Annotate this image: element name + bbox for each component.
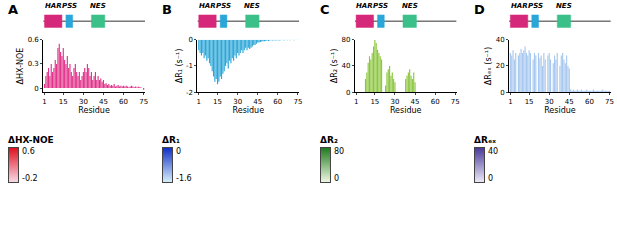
html-text:80: 80 <box>334 147 345 156</box>
svg-text:Residue: Residue <box>233 106 265 115</box>
svg-text:1: 1 <box>508 98 512 106</box>
svg-text:75: 75 <box>139 98 148 106</box>
html-text:ΔR₂: ΔR₂ <box>320 135 338 145</box>
svg-text:NES: NES <box>556 2 572 10</box>
svg-text:30: 30 <box>79 98 88 106</box>
svg-text:1: 1 <box>42 98 46 106</box>
svg-text:PSS: PSS <box>528 2 543 10</box>
svg-text:HAR: HAR <box>199 2 216 10</box>
html-text:ΔHX-NOE: ΔHX-NOE <box>8 135 54 145</box>
svg-text:45: 45 <box>253 98 262 106</box>
svg-text:ΔR₂ (s⁻¹): ΔR₂ (s⁻¹) <box>330 49 339 84</box>
svg-text:0: 0 <box>34 85 38 93</box>
svg-text:NES: NES <box>244 2 260 10</box>
svg-text:0: 0 <box>346 89 350 97</box>
html-text:0: 0 <box>334 174 340 183</box>
svg-text:NES: NES <box>402 2 418 10</box>
svg-text:75: 75 <box>605 98 614 106</box>
svg-text:A: A <box>8 2 18 17</box>
svg-text:Residue: Residue <box>78 106 110 115</box>
svg-text:75: 75 <box>451 98 460 106</box>
svg-text:20: 20 <box>496 62 505 70</box>
svg-text:45: 45 <box>411 98 420 106</box>
svg-text:NES: NES <box>90 2 106 10</box>
svg-text:HAR: HAR <box>511 2 528 10</box>
html-text:0: 0 <box>176 147 182 156</box>
svg-text:15: 15 <box>213 98 222 106</box>
svg-text:40: 40 <box>496 36 505 44</box>
html-text:ΔRₑₓ: ΔRₑₓ <box>474 135 496 145</box>
html-text:0: 0 <box>488 174 494 183</box>
svg-text:PSS: PSS <box>373 2 388 10</box>
svg-text:ΔRₑₓ (s⁻¹): ΔRₑₓ (s⁻¹) <box>484 47 493 85</box>
html-text:-1.6: -1.6 <box>176 174 192 183</box>
svg-text:0.3: 0.3 <box>28 60 39 68</box>
svg-text:30: 30 <box>391 98 400 106</box>
svg-text:PSS: PSS <box>62 2 77 10</box>
svg-text:60: 60 <box>119 98 128 106</box>
svg-text:C: C <box>320 2 330 17</box>
svg-text:45: 45 <box>565 98 574 106</box>
svg-text:60: 60 <box>585 98 594 106</box>
svg-text:HAR: HAR <box>45 2 62 10</box>
svg-text:PSS: PSS <box>216 2 231 10</box>
svg-text:60: 60 <box>431 98 440 106</box>
html-text:0.6: 0.6 <box>22 147 35 156</box>
svg-text:-1: -1 <box>186 62 193 70</box>
svg-text:1: 1 <box>354 98 358 106</box>
svg-text:D: D <box>474 2 485 17</box>
svg-text:-2: -2 <box>186 89 193 97</box>
svg-text:75: 75 <box>293 98 302 106</box>
svg-text:15: 15 <box>59 98 68 106</box>
svg-text:ΔR₁ (s⁻¹): ΔR₁ (s⁻¹) <box>175 49 184 84</box>
svg-text:1: 1 <box>197 98 201 106</box>
svg-text:0: 0 <box>189 36 193 44</box>
svg-text:B: B <box>162 2 172 17</box>
svg-text:Residue: Residue <box>390 106 422 115</box>
html-text:40: 40 <box>488 147 499 156</box>
svg-text:30: 30 <box>545 98 554 106</box>
html-text:ΔR₁: ΔR₁ <box>162 135 180 145</box>
svg-text:45: 45 <box>99 98 108 106</box>
svg-text:15: 15 <box>370 98 379 106</box>
svg-text:ΔHX-NOE: ΔHX-NOE <box>16 48 25 85</box>
svg-text:Residue: Residue <box>544 106 576 115</box>
html-text:-0.2: -0.2 <box>22 174 38 183</box>
svg-text:0: 0 <box>500 89 504 97</box>
svg-text:30: 30 <box>233 98 242 106</box>
svg-text:HAR: HAR <box>356 2 373 10</box>
svg-text:60: 60 <box>273 98 282 106</box>
svg-text:0.6: 0.6 <box>28 36 40 44</box>
svg-text:80: 80 <box>341 36 350 44</box>
svg-text:15: 15 <box>525 98 534 106</box>
svg-text:40: 40 <box>341 62 350 70</box>
